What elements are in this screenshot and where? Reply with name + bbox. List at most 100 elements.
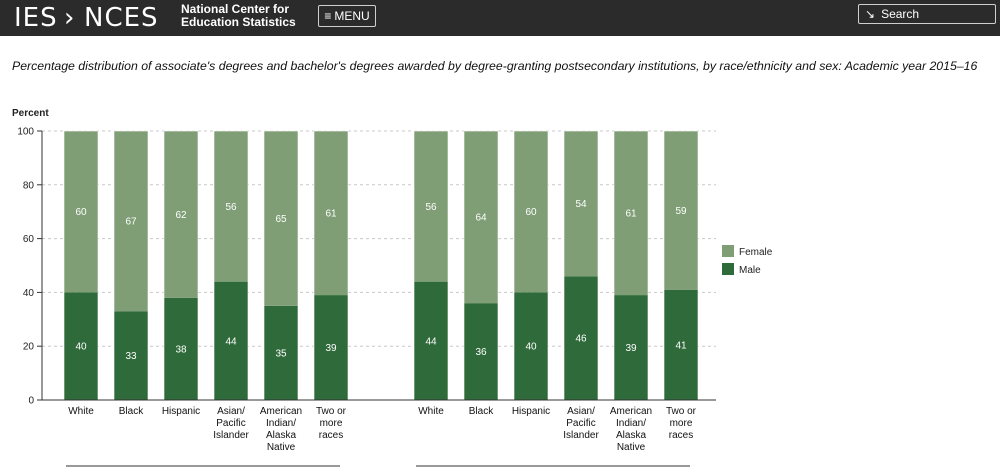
data-label-female: 61 bbox=[325, 209, 337, 220]
data-label-male: 46 bbox=[575, 334, 587, 345]
bar-female bbox=[664, 131, 698, 290]
bar-male bbox=[664, 289, 698, 400]
bar-male bbox=[114, 311, 148, 400]
bar-male bbox=[464, 303, 498, 400]
x-tick-label-line: Alaska bbox=[266, 430, 296, 441]
bar-male bbox=[564, 276, 598, 400]
data-label-female: 60 bbox=[75, 207, 87, 218]
stacked-bar-chart: Percent 0 20 40 60 80 100 40 60 White 33 67 Black 38 6… bbox=[12, 108, 773, 467]
x-tick-label-line: Asian/ bbox=[567, 406, 595, 417]
bar-female bbox=[514, 131, 548, 293]
data-label-female: 59 bbox=[675, 206, 687, 217]
x-tick-label-line: Two or bbox=[316, 406, 347, 417]
bar-female bbox=[264, 131, 298, 306]
logo-chevron-icon: › bbox=[64, 3, 75, 33]
data-label-female: 60 bbox=[525, 207, 537, 218]
y-tick-label: 80 bbox=[23, 180, 35, 191]
y-tick-label: 60 bbox=[23, 234, 35, 245]
x-tick-label-line: Pacific bbox=[566, 418, 595, 429]
x-tick-label: Asian/Pacific Islander bbox=[563, 406, 599, 441]
bar-male bbox=[414, 281, 448, 400]
y-tick-label: 20 bbox=[23, 342, 35, 353]
ies-logo[interactable]: IES bbox=[14, 3, 58, 33]
data-label-male: 41 bbox=[675, 340, 687, 351]
bar-female bbox=[564, 131, 598, 277]
bar-female bbox=[614, 131, 648, 296]
bar-female bbox=[464, 131, 498, 304]
data-label-female: 61 bbox=[625, 209, 637, 220]
menu-label: MENU bbox=[334, 9, 370, 23]
legend-label-female: Female bbox=[739, 247, 773, 258]
x-tick-label: Two or more races bbox=[316, 406, 347, 441]
x-tick-label-line: races bbox=[669, 430, 693, 441]
nces-logo[interactable]: NCES bbox=[84, 3, 159, 33]
data-label-male: 36 bbox=[475, 347, 487, 358]
data-label-male: 44 bbox=[425, 336, 437, 347]
bar-male bbox=[314, 295, 348, 400]
bar-female bbox=[164, 131, 198, 298]
x-tick-label-line: Indian/ bbox=[266, 418, 296, 429]
x-tick-label-line: more bbox=[670, 418, 693, 429]
data-label-male: 38 bbox=[175, 344, 187, 355]
data-label-female: 67 bbox=[125, 217, 137, 228]
x-tick-label-line: Indian/ bbox=[616, 418, 646, 429]
y-tick-label: 0 bbox=[28, 396, 34, 407]
data-label-female: 65 bbox=[275, 214, 287, 225]
bar-female bbox=[114, 131, 148, 312]
x-tick-label-line: Hispanic bbox=[512, 406, 550, 417]
x-tick-label-line: Native bbox=[617, 442, 646, 453]
bar-male bbox=[214, 281, 248, 400]
legend-swatch-female bbox=[722, 245, 734, 257]
x-tick-label: White bbox=[418, 406, 444, 417]
x-tick-label: Two or more races bbox=[666, 406, 697, 441]
x-tick-label: Asian/Pacific Islander bbox=[213, 406, 249, 441]
brand-line-2: Education Statistics bbox=[181, 15, 296, 29]
data-label-female: 62 bbox=[175, 210, 187, 221]
data-label-female: 64 bbox=[475, 213, 487, 224]
x-tick-label-line: American bbox=[260, 406, 302, 417]
x-tick-label: Hispanic bbox=[512, 406, 550, 417]
y-tick-label: 40 bbox=[23, 288, 35, 299]
search-button[interactable]: ↘ Search bbox=[858, 4, 996, 24]
y-axis-label: Percent bbox=[12, 108, 49, 119]
x-tick-label-line: Islander bbox=[213, 430, 249, 441]
x-tick-label-line: Native bbox=[267, 442, 296, 453]
x-tick-label-line: Black bbox=[119, 406, 144, 417]
bar-female bbox=[314, 131, 348, 296]
chart-title: Percentage distribution of associate's d… bbox=[12, 59, 978, 73]
x-tick-label-line: races bbox=[319, 430, 343, 441]
search-label: Search bbox=[881, 7, 920, 21]
brand-line-1: National Center for bbox=[181, 2, 290, 16]
data-label-male: 39 bbox=[625, 343, 637, 354]
bar-male bbox=[514, 292, 548, 400]
x-tick-label-line: Islander bbox=[563, 430, 599, 441]
top-navigation-bar: IES › NCES National Center for Education… bbox=[0, 0, 1000, 36]
x-tick-label: American Indian/Alaska Native bbox=[610, 406, 652, 453]
x-tick-label-line: Black bbox=[469, 406, 494, 417]
data-label-male: 33 bbox=[125, 351, 137, 362]
data-label-female: 56 bbox=[425, 202, 437, 213]
cursor-icon: ↘ bbox=[865, 7, 876, 21]
x-tick-label-line: White bbox=[418, 406, 444, 417]
data-label-female: 54 bbox=[575, 199, 587, 210]
bar-male bbox=[264, 305, 298, 400]
x-tick-label-line: White bbox=[68, 406, 94, 417]
x-tick-label: American Indian/Alaska Native bbox=[260, 406, 302, 453]
x-tick-label-line: Asian/ bbox=[217, 406, 245, 417]
bar-male bbox=[614, 295, 648, 400]
x-tick-label-line: Hispanic bbox=[162, 406, 200, 417]
bar-female bbox=[64, 131, 98, 293]
x-tick-label: Black bbox=[469, 406, 494, 417]
data-label-male: 40 bbox=[525, 342, 537, 353]
x-tick-label: Hispanic bbox=[162, 406, 200, 417]
data-label-female: 56 bbox=[225, 202, 237, 213]
x-tick-label: Black bbox=[119, 406, 144, 417]
x-tick-label-line: Two or bbox=[666, 406, 697, 417]
x-tick-label-line: Pacific bbox=[216, 418, 245, 429]
x-tick-label-line: Alaska bbox=[616, 430, 646, 441]
bar-male bbox=[64, 292, 98, 400]
x-tick-label-line: American bbox=[610, 406, 652, 417]
brand-name[interactable]: National Center for Education Statistics bbox=[181, 3, 296, 29]
bar-male bbox=[164, 297, 198, 400]
menu-button[interactable]: ≡ MENU bbox=[318, 5, 376, 27]
